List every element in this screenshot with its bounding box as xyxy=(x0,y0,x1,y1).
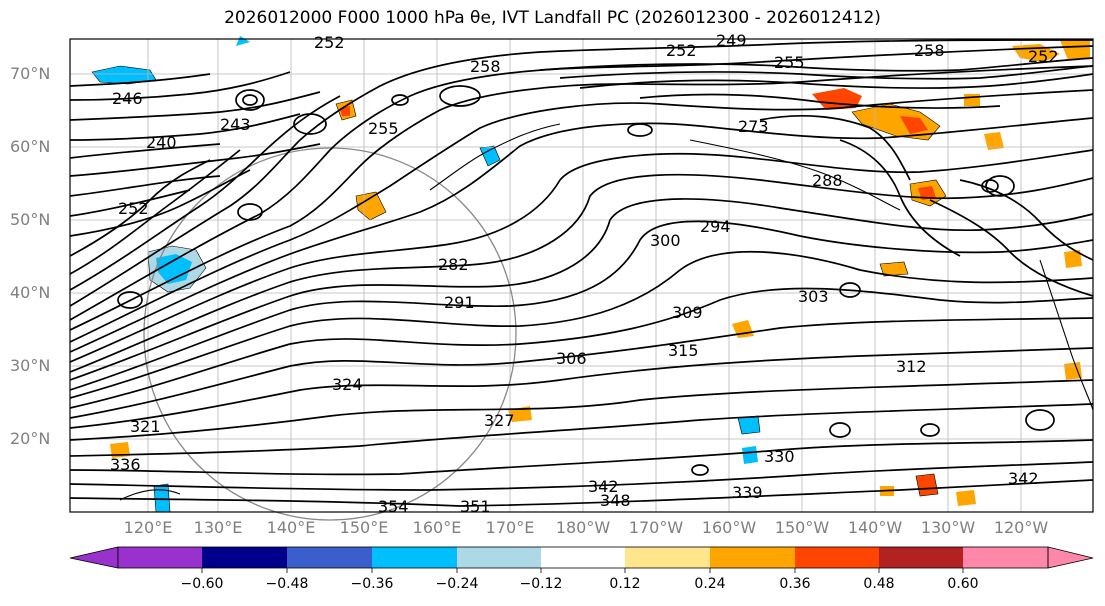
colorbar-segment xyxy=(287,547,372,568)
colorbar-segment xyxy=(710,547,795,568)
lon-label: 120°E xyxy=(123,518,173,537)
contour-label: 246 xyxy=(112,89,143,108)
lat-label: 70°N xyxy=(10,64,51,83)
lon-label: 180°W xyxy=(555,518,611,537)
colorbar-tick-label: −0.12 xyxy=(519,576,563,592)
colorbar-tick-label: 0.24 xyxy=(694,576,726,592)
lon-label: 130°W xyxy=(920,518,976,537)
contour-label: 252 xyxy=(314,33,345,52)
contour-label: 258 xyxy=(470,57,501,76)
lon-label: 160°W xyxy=(701,518,757,537)
lon-label: 150°W xyxy=(774,518,830,537)
colorbar-extend-high xyxy=(1047,546,1094,569)
contour-label: 300 xyxy=(650,231,681,250)
lon-label: 150°E xyxy=(339,518,389,537)
contour-label: 255 xyxy=(774,53,805,72)
lat-label: 50°N xyxy=(10,210,51,229)
graticule xyxy=(70,39,1093,512)
colorbar-segment xyxy=(372,547,457,568)
contour-label: 252 xyxy=(1028,47,1059,66)
colorbar-tick-label: −0.60 xyxy=(180,576,224,592)
contour-label: 321 xyxy=(130,417,161,436)
lon-label: 140°E xyxy=(266,518,316,537)
colorbar-segment xyxy=(795,547,879,568)
contour-label: 282 xyxy=(438,255,469,274)
contour-label: 342 xyxy=(1008,469,1039,488)
contour-label: 312 xyxy=(896,357,927,376)
contour-label: 354 xyxy=(378,497,409,516)
contour-label: 309 xyxy=(672,303,703,322)
contour-label: 258 xyxy=(914,41,945,60)
lon-label: 170°E xyxy=(485,518,535,537)
lat-label: 40°N xyxy=(10,283,51,302)
contour-label: 249 xyxy=(716,31,747,50)
contour-label: 306 xyxy=(556,349,587,368)
lat-label: 30°N xyxy=(10,356,51,375)
contour-labels: 252 249 255 258 252 258 246 240 243 255 … xyxy=(110,31,1059,516)
lon-label: 160°E xyxy=(412,518,462,537)
colorbar-segment xyxy=(625,547,710,568)
colorbar-segment xyxy=(202,547,287,568)
contour-label: 339 xyxy=(732,483,763,502)
lat-label: 60°N xyxy=(10,137,51,156)
contour-label: 252 xyxy=(118,199,149,218)
lat-label: 20°N xyxy=(10,429,51,448)
lon-label: 130°E xyxy=(193,518,243,537)
colorbar-tick-label: −0.48 xyxy=(265,576,309,592)
contour-label: 342 xyxy=(588,477,619,496)
contour-label: 255 xyxy=(368,119,399,138)
contour-label: 324 xyxy=(332,375,363,394)
colorbar-extend-low xyxy=(69,546,119,569)
colorbar xyxy=(69,546,1094,573)
contour-label: 288 xyxy=(812,171,843,190)
contour-label: 351 xyxy=(460,497,491,516)
lon-label: 170°W xyxy=(628,518,684,537)
contour-label: 336 xyxy=(110,455,141,474)
contour-label: 240 xyxy=(146,133,177,152)
colorbar-tick-label: 0.12 xyxy=(609,576,641,592)
contour-label: 243 xyxy=(220,115,251,134)
contour-label: 291 xyxy=(444,293,475,312)
colorbar-segment xyxy=(457,547,541,568)
colorbar-tick-label: 0.48 xyxy=(863,576,895,592)
coastlines xyxy=(119,123,1094,501)
contour-label: 252 xyxy=(666,41,697,60)
contour-label: 273 xyxy=(738,117,769,136)
colorbar-segment xyxy=(118,547,202,568)
colorbar-segment xyxy=(963,547,1048,568)
colorbar-segment xyxy=(879,547,963,568)
contour-label: 330 xyxy=(764,447,795,466)
colorbar-tick-label: 0.60 xyxy=(947,576,979,592)
map-frame xyxy=(69,38,1094,513)
colorbar-tick-label: −0.24 xyxy=(435,576,479,592)
landfall-ring xyxy=(143,147,517,521)
contour-label: 303 xyxy=(798,287,829,306)
theta-e-contours xyxy=(69,39,1094,507)
lon-label: 140°W xyxy=(847,518,903,537)
contour-label: 315 xyxy=(668,341,699,360)
lon-label: 120°W xyxy=(993,518,1049,537)
colorbar-tick-label: 0.36 xyxy=(779,576,811,592)
contour-label: 348 xyxy=(600,491,631,510)
contour-label: 294 xyxy=(700,217,731,236)
colorbar-tick-label: −0.36 xyxy=(350,576,394,592)
colorbar-segment xyxy=(541,547,625,568)
plot-title: 2026012000 F000 1000 hPa θe, IVT Landfal… xyxy=(224,8,881,28)
contour-label: 327 xyxy=(484,411,515,430)
